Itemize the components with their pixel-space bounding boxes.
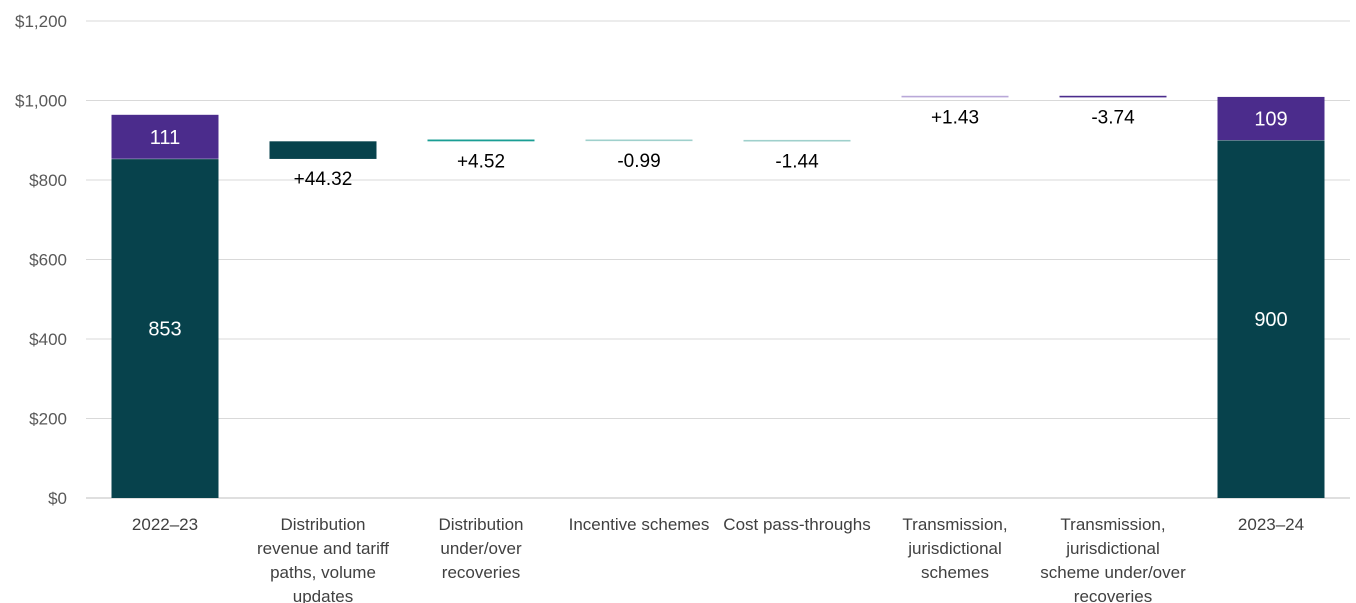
x-category-label: 2023–24 [1238, 515, 1304, 534]
x-category-label: Cost pass-throughs [723, 515, 870, 534]
x-category-label-line: Transmission, [1060, 515, 1165, 534]
x-category-label: Transmission, jurisdictional schemes [902, 515, 1007, 582]
x-category-label-line: 2022–23 [132, 515, 198, 534]
data-label: -3.74 [1091, 107, 1135, 128]
x-category-label-line: recoveries [1074, 587, 1152, 603]
x-category-label-line: 2023–24 [1238, 515, 1304, 534]
step-bar [1059, 95, 1167, 98]
x-category-label-line: Incentive schemes [569, 515, 710, 534]
x-category-label-line: updates [293, 587, 354, 603]
y-tick-label: $800 [29, 171, 67, 190]
y-tick-label: $1,000 [15, 92, 67, 111]
x-category-label-line: schemes [921, 563, 989, 582]
total-bar-transmission [1217, 96, 1325, 141]
x-category-label: Distribution under/over recoveries [438, 515, 523, 582]
step-bar [269, 141, 377, 159]
x-category-label-line: paths, volume [270, 563, 376, 582]
total-bar-transmission [111, 114, 219, 159]
x-category-label-line: revenue and tariff [257, 539, 389, 558]
step-bar [901, 95, 1009, 98]
data-label: -1.44 [775, 152, 819, 173]
data-label: 853 [148, 318, 181, 340]
x-category-label-line: under/over [440, 539, 522, 558]
x-category-label: Distribution revenue and tariff paths, vol… [257, 515, 389, 603]
step-bar [743, 139, 851, 142]
y-tick-label: $0 [48, 489, 67, 508]
data-label: +1.43 [931, 107, 979, 128]
x-category-label-line: Transmission, [902, 515, 1007, 534]
y-tick-label: $400 [29, 330, 67, 349]
data-label: -0.99 [617, 151, 660, 172]
x-category-label-line: jurisdictional [1065, 539, 1160, 558]
x-category-label: Incentive schemes [569, 515, 710, 534]
data-label: 900 [1254, 309, 1287, 331]
x-category-label-line: scheme under/over [1040, 563, 1186, 582]
total-bar-distribution [1217, 140, 1325, 498]
y-tick-label: $1,200 [15, 12, 67, 31]
y-tick-label: $200 [29, 410, 67, 429]
data-label: 109 [1254, 109, 1287, 131]
x-category-label-line: Distribution [438, 515, 523, 534]
x-category-label: Transmission, jurisdictional scheme under/… [1040, 515, 1186, 603]
x-category-label-line: Distribution [280, 515, 365, 534]
x-category-label-line: Cost pass-throughs [723, 515, 870, 534]
total-bar-distribution [111, 158, 219, 498]
x-category-label-line: recoveries [442, 563, 520, 582]
step-bar [585, 139, 693, 142]
data-label: +4.52 [457, 151, 505, 172]
data-label: 111 [150, 127, 180, 149]
x-category-label-line: jurisdictional [907, 539, 1002, 558]
y-tick-label: $600 [29, 251, 67, 270]
step-bar [427, 139, 535, 142]
x-category-label: 2022–23 [132, 515, 198, 534]
data-label: +44.32 [294, 169, 353, 190]
